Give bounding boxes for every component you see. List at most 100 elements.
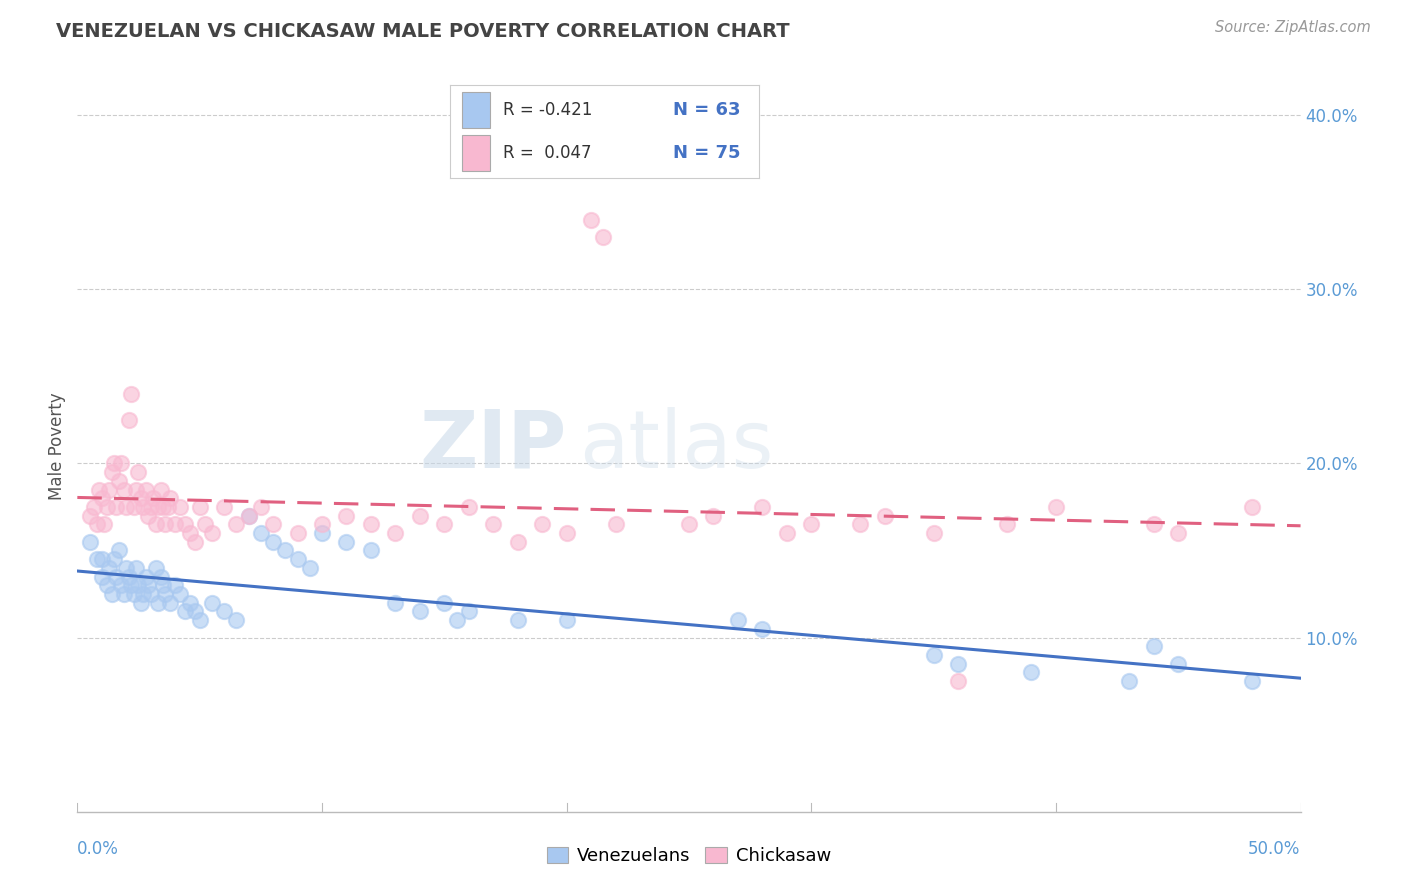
Point — [129, 491, 152, 506]
Point — [506, 534, 529, 549]
Point — [146, 596, 169, 610]
Text: R = -0.421: R = -0.421 — [502, 101, 592, 119]
Point — [98, 561, 121, 575]
Point — [136, 578, 159, 592]
Point — [1240, 674, 1263, 689]
Point — [98, 483, 121, 497]
Point — [1167, 526, 1189, 541]
Point — [1045, 500, 1067, 514]
Point — [132, 500, 155, 514]
Point — [1143, 640, 1166, 654]
Point — [849, 517, 872, 532]
Point — [112, 483, 135, 497]
Point — [262, 534, 284, 549]
Point — [1118, 674, 1140, 689]
Point — [90, 552, 112, 566]
Point — [127, 465, 149, 479]
Text: Source: ZipAtlas.com: Source: ZipAtlas.com — [1215, 20, 1371, 35]
Y-axis label: Male Poverty: Male Poverty — [48, 392, 66, 500]
Point — [298, 561, 321, 575]
Point — [142, 491, 165, 506]
Point — [605, 517, 627, 532]
Legend: Venezuelans, Chickasaw: Venezuelans, Chickasaw — [540, 839, 838, 872]
Point — [702, 508, 724, 523]
Point — [156, 500, 179, 514]
Point — [384, 526, 406, 541]
Point — [212, 604, 235, 618]
Point — [238, 508, 260, 523]
Point — [86, 552, 108, 566]
Point — [360, 543, 382, 558]
Point — [433, 596, 456, 610]
Point — [83, 500, 105, 514]
Point — [751, 622, 773, 636]
Point — [86, 517, 108, 532]
Text: N = 75: N = 75 — [672, 145, 740, 162]
Point — [311, 526, 333, 541]
Point — [751, 500, 773, 514]
Point — [800, 517, 823, 532]
Point — [225, 613, 247, 627]
Point — [93, 517, 115, 532]
Point — [250, 500, 273, 514]
Point — [274, 543, 297, 558]
Point — [136, 508, 159, 523]
Point — [110, 457, 132, 471]
Point — [1143, 517, 1166, 532]
Point — [531, 517, 554, 532]
Text: 50.0%: 50.0% — [1249, 840, 1301, 858]
Point — [457, 500, 479, 514]
Point — [201, 526, 224, 541]
FancyBboxPatch shape — [463, 136, 491, 171]
Point — [238, 508, 260, 523]
Point — [105, 500, 128, 514]
Point — [145, 561, 167, 575]
Point — [159, 491, 181, 506]
Point — [946, 674, 969, 689]
Point — [155, 517, 177, 532]
Point — [727, 613, 749, 627]
Point — [96, 578, 118, 592]
Point — [149, 569, 172, 583]
Point — [108, 474, 131, 488]
Point — [555, 613, 578, 627]
Point — [201, 596, 224, 610]
Point — [79, 534, 101, 549]
Point — [184, 604, 207, 618]
Point — [118, 569, 141, 583]
Point — [100, 587, 122, 601]
Point — [1240, 500, 1263, 514]
Point — [132, 587, 155, 601]
Point — [110, 578, 132, 592]
Point — [152, 578, 174, 592]
Point — [287, 526, 309, 541]
Point — [103, 457, 125, 471]
Point — [174, 604, 197, 618]
Point — [135, 483, 157, 497]
Point — [103, 552, 125, 566]
Point — [776, 526, 799, 541]
Point — [409, 604, 432, 618]
Point — [118, 413, 141, 427]
Point — [108, 543, 131, 558]
Point — [120, 386, 142, 401]
Point — [120, 578, 142, 592]
Text: atlas: atlas — [579, 407, 773, 485]
Text: 0.0%: 0.0% — [77, 840, 120, 858]
Text: R =  0.047: R = 0.047 — [502, 145, 591, 162]
Point — [122, 587, 145, 601]
Point — [90, 569, 112, 583]
Point — [112, 587, 135, 601]
Text: N = 63: N = 63 — [672, 101, 740, 119]
Point — [360, 517, 382, 532]
Point — [129, 596, 152, 610]
Point — [184, 534, 207, 549]
Point — [335, 508, 357, 523]
Point — [592, 230, 614, 244]
Point — [995, 517, 1018, 532]
Point — [225, 517, 247, 532]
Point — [159, 596, 181, 610]
Point — [152, 500, 174, 514]
Point — [188, 500, 211, 514]
Point — [555, 526, 578, 541]
